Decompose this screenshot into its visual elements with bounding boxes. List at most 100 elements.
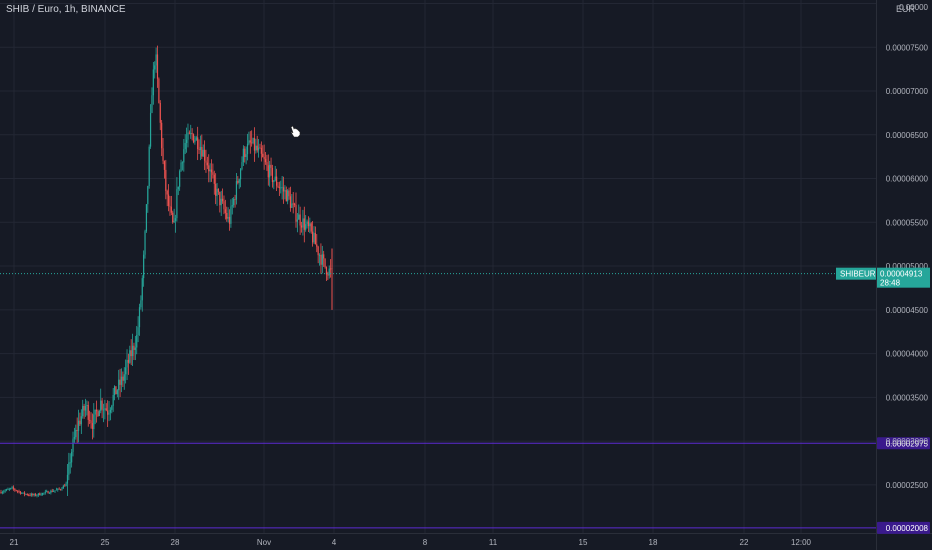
candle-body: [328, 268, 330, 276]
candle-body: [179, 171, 181, 187]
candle-body: [79, 420, 81, 425]
candle-body: [77, 420, 80, 431]
y-tick-label: 0.00004000: [886, 350, 929, 359]
candle-body: [21, 492, 23, 494]
candle-body: [62, 485, 64, 489]
horizontal-levels[interactable]: 0.00002975 0.00002008: [0, 437, 930, 534]
candle-body: [263, 156, 265, 160]
candle-body: [252, 138, 254, 143]
candle-body: [202, 149, 204, 157]
candle-body: [249, 140, 251, 143]
candle-body: [129, 350, 131, 363]
candle-body: [226, 212, 228, 219]
candle-body: [323, 254, 325, 259]
candle-body: [267, 165, 269, 178]
candle-body: [256, 145, 258, 151]
candle-body: [294, 203, 296, 205]
candle-body: [156, 54, 159, 79]
candle-body: [219, 191, 221, 206]
candle-body: [241, 162, 243, 170]
candle-body: [51, 490, 53, 492]
candle-body: [262, 153, 264, 157]
candle-body: [223, 201, 225, 210]
candle-body: [131, 345, 134, 357]
x-tick-label: Nov: [257, 538, 271, 547]
candle-body: [210, 169, 213, 173]
candle-body: [316, 244, 318, 247]
candle-body: [133, 345, 135, 350]
candle-body: [216, 188, 218, 196]
candle-body: [148, 146, 150, 187]
time-axis[interactable]: 21 25 28 Nov 4 8 11 15 18 22 12:00: [10, 538, 812, 547]
candle-body: [141, 278, 143, 301]
candle-body: [73, 437, 76, 439]
candle-body: [119, 379, 121, 385]
candle-body: [8, 488, 10, 490]
candle-body: [169, 205, 171, 207]
candle-body: [66, 474, 69, 484]
y-tick-label: 0.00006500: [886, 131, 929, 140]
candle-body: [75, 429, 77, 438]
horizontal-level-tag-bg: [877, 437, 930, 450]
price-axis[interactable]: 0.00000 0.00007500 0.00007000 0.00006500 0.0…: [886, 3, 929, 490]
candle-body: [238, 179, 240, 183]
candle-body: [108, 412, 110, 415]
candle-body: [180, 162, 182, 172]
candle-body: [86, 405, 88, 407]
candle-body: [330, 268, 332, 270]
candle-body: [295, 204, 297, 222]
hand-cursor-icon: [290, 125, 301, 138]
candle-body: [270, 164, 272, 168]
candle-body: [53, 491, 55, 492]
last-price-symbol: SHIBEUR: [840, 270, 876, 279]
candle-body: [87, 405, 89, 420]
candle-body: [40, 494, 42, 496]
candle-body: [195, 137, 197, 141]
candle-body: [36, 495, 38, 496]
candle-body: [320, 254, 322, 265]
candle-body: [90, 420, 92, 424]
candle-body: [183, 149, 185, 163]
candle-body: [271, 167, 274, 183]
candle-body: [115, 386, 117, 395]
candle-body: [170, 206, 172, 213]
candle-body: [212, 172, 214, 175]
candle-body: [197, 137, 199, 150]
candle-body: [145, 204, 148, 232]
candle-body: [244, 148, 246, 158]
candle-body: [159, 102, 161, 123]
candle-body: [155, 54, 157, 66]
candle-body: [194, 140, 196, 143]
candle-body: [269, 164, 271, 178]
candle-body: [112, 395, 114, 406]
candle-body: [54, 490, 56, 492]
candle-body: [158, 78, 160, 103]
candle-body: [55, 489, 57, 491]
x-tick-label: 18: [649, 538, 658, 547]
candle-body: [317, 246, 319, 256]
candle-body: [224, 209, 226, 213]
candle-body: [127, 359, 130, 363]
candle-body: [303, 218, 305, 230]
candle-body: [173, 220, 175, 223]
candle-body: [5, 489, 8, 491]
last-price-value: 0.00004913: [880, 270, 923, 279]
candle-body: [201, 147, 203, 157]
candle-body: [134, 347, 136, 350]
candle-body: [33, 494, 35, 496]
candle-body: [191, 133, 193, 135]
candle-body: [176, 189, 178, 219]
candle-body: [4, 490, 6, 492]
last-price-countdown: 28:48: [880, 279, 901, 288]
candle-body: [318, 254, 321, 256]
candle-body: [130, 350, 132, 357]
currency-label: EUR: [896, 4, 916, 14]
candle-body: [266, 162, 268, 166]
candle-body: [80, 416, 82, 425]
chart-title: SHIB / Euro, 1h, BINANCE: [6, 4, 126, 15]
candle-body: [64, 485, 66, 487]
candle-body: [151, 95, 153, 113]
candle-body: [95, 409, 98, 412]
candle-body: [98, 410, 100, 417]
